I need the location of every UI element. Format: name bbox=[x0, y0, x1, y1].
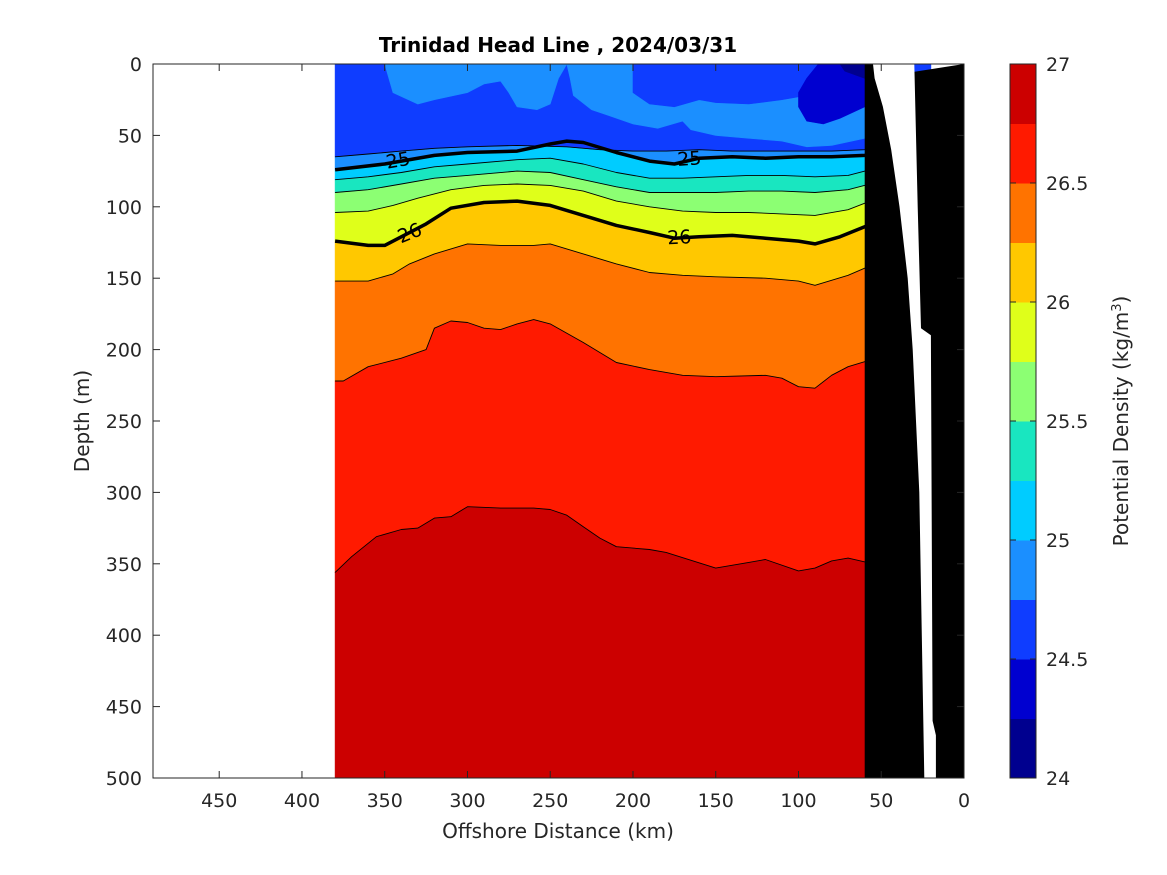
y-tick-label: 300 bbox=[106, 482, 142, 504]
contour-band-10 bbox=[384, 63, 568, 111]
colorbar-tick-label: 27 bbox=[1046, 54, 1070, 76]
colorbar-segment-0 bbox=[1010, 718, 1036, 779]
x-tick-label: 100 bbox=[780, 790, 816, 812]
x-tick-label: 400 bbox=[284, 790, 320, 812]
x-tick-label: 200 bbox=[615, 790, 651, 812]
y-tick-label: 200 bbox=[106, 340, 142, 362]
colorbar-label-base: Potential Density (kg/m bbox=[1109, 312, 1133, 547]
contour-line-2 bbox=[335, 135, 932, 181]
colorbar-segment-1 bbox=[1010, 659, 1036, 719]
x-tick-label: 150 bbox=[698, 790, 734, 812]
colorbar: 27 26.5 26 25.5 25 24.5 24 bbox=[1009, 54, 1088, 790]
colorbar-tick-label: 25 bbox=[1046, 530, 1070, 552]
y-tick-label: 250 bbox=[106, 411, 142, 433]
y-axis: 0 50 100 150 200 250 300 350 400 450 500 bbox=[106, 54, 964, 790]
colorbar-label: Potential Density (kg/m3) bbox=[1109, 296, 1133, 547]
colorbar-tick-label: 25.5 bbox=[1046, 411, 1088, 433]
x-axis: 450 400 350 300 250 200 150 100 50 0 bbox=[201, 64, 970, 812]
contour-label-text: 25 bbox=[384, 148, 412, 174]
contour-line-8 bbox=[334, 506, 915, 573]
x-tick-label: 450 bbox=[201, 790, 237, 812]
colorbar-segment-9 bbox=[1010, 183, 1036, 243]
x-tick-label: 250 bbox=[532, 790, 568, 812]
colorbar-segment-8 bbox=[1010, 242, 1036, 303]
chart-title: Trinidad Head Line , 2024/03/31 bbox=[379, 33, 737, 57]
contour-line-1 bbox=[334, 119, 933, 172]
contour-line-5 bbox=[334, 177, 933, 248]
colorbar-tick-label: 26 bbox=[1046, 292, 1070, 314]
y-tick-label: 500 bbox=[106, 768, 142, 790]
colorbar-segment-7 bbox=[1010, 302, 1036, 362]
y-tick-label: 400 bbox=[106, 625, 142, 647]
y-tick-label: 100 bbox=[106, 197, 142, 219]
y-tick-label: 50 bbox=[118, 125, 142, 147]
colorbar-segment-2 bbox=[1010, 599, 1036, 660]
y-tick-label: 150 bbox=[106, 268, 142, 290]
contour-line-3 bbox=[335, 149, 932, 193]
bathymetry-slope bbox=[864, 64, 925, 778]
y-tick-label: 350 bbox=[106, 554, 142, 576]
contour-label-3: 26 bbox=[667, 226, 692, 249]
contour-label-1: 25 bbox=[677, 147, 703, 171]
colorbar-segment-10 bbox=[1010, 123, 1036, 184]
x-tick-label: 50 bbox=[869, 790, 893, 812]
contour-line-4 bbox=[335, 160, 932, 216]
contour-label-text: 25 bbox=[677, 147, 703, 171]
colorbar-segment-6 bbox=[1010, 361, 1036, 422]
colorbar-tick-label: 24 bbox=[1046, 768, 1070, 790]
contour-line-0 bbox=[335, 127, 923, 158]
colorbar-segment-11 bbox=[1010, 64, 1036, 124]
x-tick-label: 350 bbox=[367, 790, 403, 812]
x-tick-label: 300 bbox=[449, 790, 485, 812]
x-tick-label: 0 bbox=[958, 790, 970, 812]
colorbar-label-sup: 3 bbox=[1110, 303, 1125, 311]
contour-line-7 bbox=[335, 313, 932, 389]
colorbar-segment-3 bbox=[1010, 540, 1036, 600]
contour-fill-bands bbox=[334, 63, 932, 779]
y-tick-label: 450 bbox=[106, 697, 142, 719]
contour-label-text: 26 bbox=[667, 226, 692, 249]
y-tick-label: 0 bbox=[130, 54, 142, 76]
colorbar-label-close: ) bbox=[1109, 296, 1133, 304]
contour-lines bbox=[334, 119, 933, 573]
x-axis-label: Offshore Distance (km) bbox=[442, 819, 674, 843]
contour-line-6 bbox=[335, 178, 932, 286]
contour-label-0: 25 bbox=[384, 148, 412, 174]
y-axis-label: Depth (m) bbox=[70, 370, 94, 472]
colorbar-tick-label: 24.5 bbox=[1046, 649, 1088, 671]
colorbar-segment-4 bbox=[1010, 480, 1036, 541]
colorbar-segment-5 bbox=[1010, 421, 1036, 481]
colorbar-tick-label: 26.5 bbox=[1046, 173, 1088, 195]
bathymetry bbox=[864, 64, 964, 778]
